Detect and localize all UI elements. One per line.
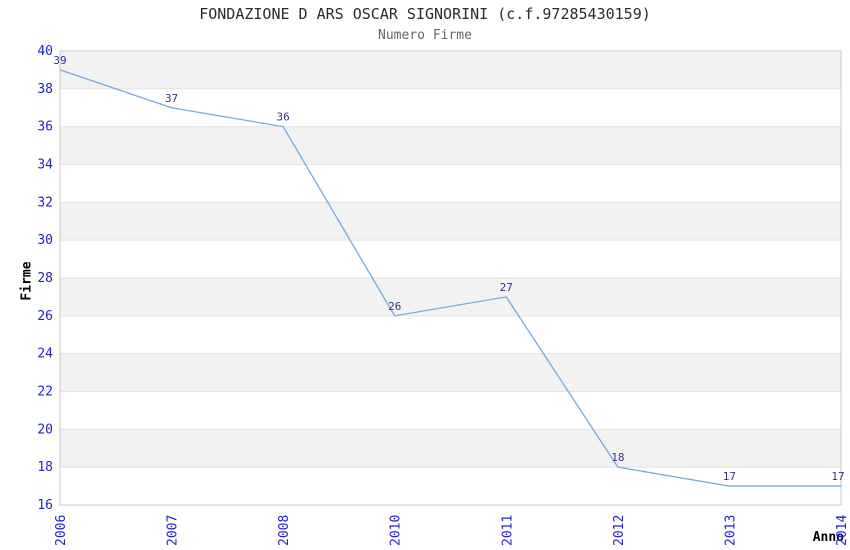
grid-band [60,353,841,392]
chart-title: FONDAZIONE D ARS OSCAR SIGNORINI (c.f.97… [199,5,651,23]
point-label: 39 [53,54,66,67]
grid-band [60,126,841,165]
point-label: 17 [831,470,844,483]
point-label: 36 [277,111,290,124]
y-tick-label: 20 [37,422,53,437]
grid-band [60,429,841,468]
grid-band [60,51,841,89]
chart-subtitle: Numero Firme [378,28,472,43]
y-tick-label: 18 [37,460,53,475]
y-tick-label: 22 [37,385,53,400]
y-tick-label: 32 [37,195,53,210]
x-tick-label: 2013 [723,515,738,546]
y-tick-label: 34 [37,158,53,173]
x-tick-label: 2010 [389,515,404,546]
y-tick-label: 36 [37,120,53,135]
point-label: 37 [165,92,178,105]
y-tick-label: 26 [37,309,53,324]
x-tick-label: 2011 [500,515,515,546]
x-tick-label: 2008 [277,515,292,546]
plot-border [59,50,842,506]
y-tick-label: 40 [37,44,53,59]
point-label: 18 [611,451,624,464]
point-label: 26 [388,300,401,313]
x-tick-label: 2014 [835,515,850,546]
x-tick-label: 2012 [612,515,627,546]
series-line [59,69,841,487]
y-tick-label: 24 [37,347,53,362]
y-tick-label: 28 [37,271,53,286]
x-tick-label: 2007 [166,515,181,546]
grid-band [60,202,841,241]
y-tick-label: 16 [37,498,53,513]
y-tick-label: 38 [37,82,53,97]
point-label: 27 [500,281,513,294]
x-axis-title: Anno [812,530,844,545]
point-label: 17 [723,470,736,483]
grid-band [60,278,841,316]
x-tick-label: 2006 [54,515,69,546]
y-tick-label: 30 [37,233,53,248]
